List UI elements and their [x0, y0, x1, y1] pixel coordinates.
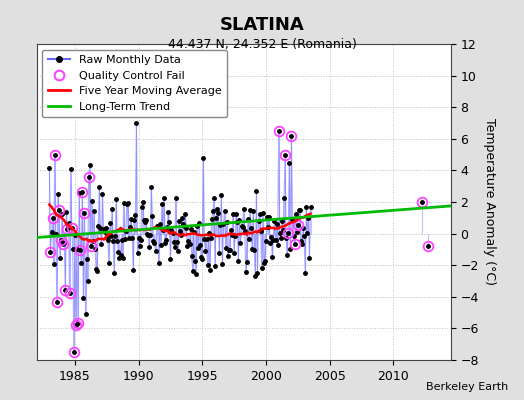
Y-axis label: Temperature Anomaly (°C): Temperature Anomaly (°C) [483, 118, 496, 286]
Legend: Raw Monthly Data, Quality Control Fail, Five Year Moving Average, Long-Term Tren: Raw Monthly Data, Quality Control Fail, … [42, 50, 227, 117]
Text: Berkeley Earth: Berkeley Earth [426, 382, 508, 392]
Text: SLATINA: SLATINA [220, 16, 304, 34]
Text: 44.437 N, 24.352 E (Romania): 44.437 N, 24.352 E (Romania) [168, 38, 356, 51]
